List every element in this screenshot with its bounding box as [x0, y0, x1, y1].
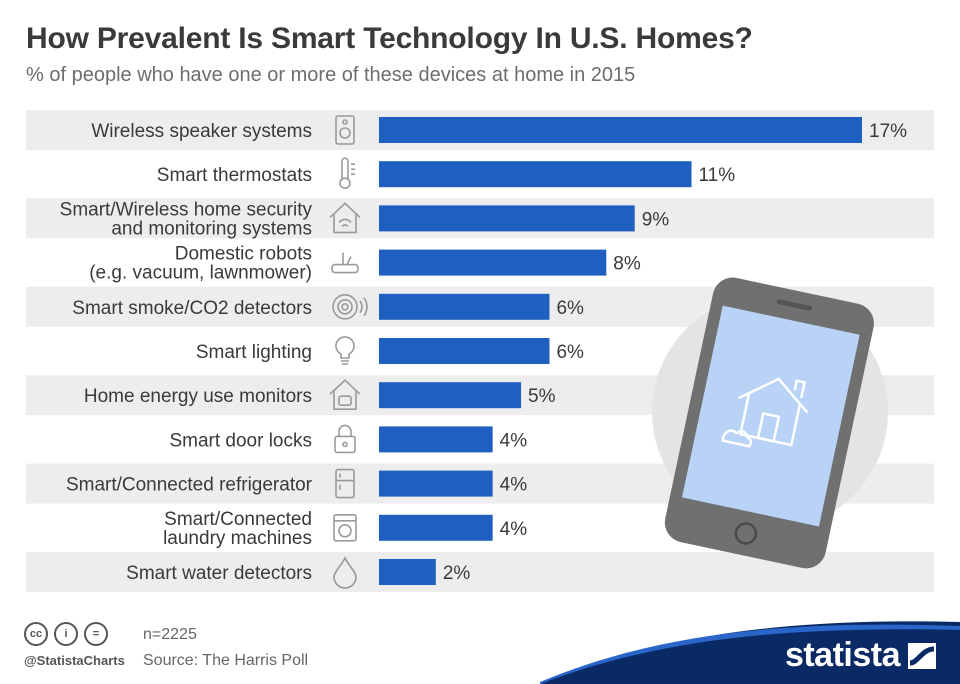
statista-logo[interactable]: statista [784, 636, 901, 674]
value-label: 2% [443, 563, 471, 584]
value-label: 6% [556, 298, 584, 319]
value-label: 4% [500, 430, 528, 451]
value-label: 17% [869, 121, 907, 142]
page-title: How Prevalent Is Smart Technology In U.S… [26, 22, 753, 55]
brand-band [540, 621, 960, 684]
bar [379, 117, 862, 143]
no-derivatives-icon: = [84, 622, 108, 646]
bar [379, 559, 436, 585]
statista-mark-icon [908, 643, 936, 669]
energy-monitor-icon [329, 379, 361, 410]
smartphone-smart-home-icon [652, 277, 888, 569]
category-label: Domestic robots (e.g. vacuum, lawnmower) [89, 244, 312, 284]
refrigerator-icon [335, 468, 355, 499]
bar [379, 161, 692, 188]
thermometer-icon [339, 157, 355, 189]
category-label: Smart/Wireless home security and monitori… [60, 199, 313, 239]
door-lock-icon [334, 424, 356, 454]
sample-size: n=2225 [143, 626, 197, 643]
category-label: Smart water detectors [126, 563, 312, 584]
bar [379, 205, 635, 232]
bar [379, 470, 493, 497]
bar [379, 514, 493, 541]
robot-vacuum-icon [331, 252, 359, 274]
bar [379, 338, 550, 364]
category-label: Smart door locks [169, 430, 312, 451]
value-label: 8% [613, 254, 641, 275]
license-icons: cc i = [24, 622, 108, 646]
bar [379, 382, 522, 409]
light-bulb-icon [335, 336, 355, 365]
value-label: 11% [699, 165, 736, 186]
category-label: Wireless speaker systems [91, 121, 312, 142]
washing-machine-icon [333, 513, 357, 542]
category-label: Smart lighting [196, 342, 312, 363]
creative-commons-icon: cc [24, 622, 48, 646]
value-label: 4% [500, 519, 528, 540]
bar [379, 293, 550, 320]
page-subtitle: % of people who have one or more of thes… [26, 64, 636, 86]
smoke-detector-icon [332, 293, 368, 320]
category-label: Smart thermostats [157, 165, 312, 186]
category-label: Smart/Connected refrigerator [66, 475, 313, 496]
value-label: 6% [556, 342, 584, 363]
source-note: Source: The Harris Poll [143, 652, 309, 669]
value-label: 5% [528, 386, 556, 407]
bar [379, 249, 607, 276]
attribution-icon: i [54, 622, 78, 646]
speaker-icon [335, 115, 355, 145]
category-label: Smart/Connected laundry machines [163, 509, 312, 549]
water-drop-icon [333, 556, 357, 589]
twitter-handle[interactable]: @StatistaCharts [24, 653, 125, 668]
category-label: Home energy use monitors [84, 386, 312, 407]
value-label: 9% [642, 209, 670, 230]
value-label: 4% [500, 475, 528, 496]
category-label: Smart smoke/CO2 detectors [72, 298, 312, 319]
bar [379, 426, 493, 453]
home-security-icon [329, 202, 361, 234]
